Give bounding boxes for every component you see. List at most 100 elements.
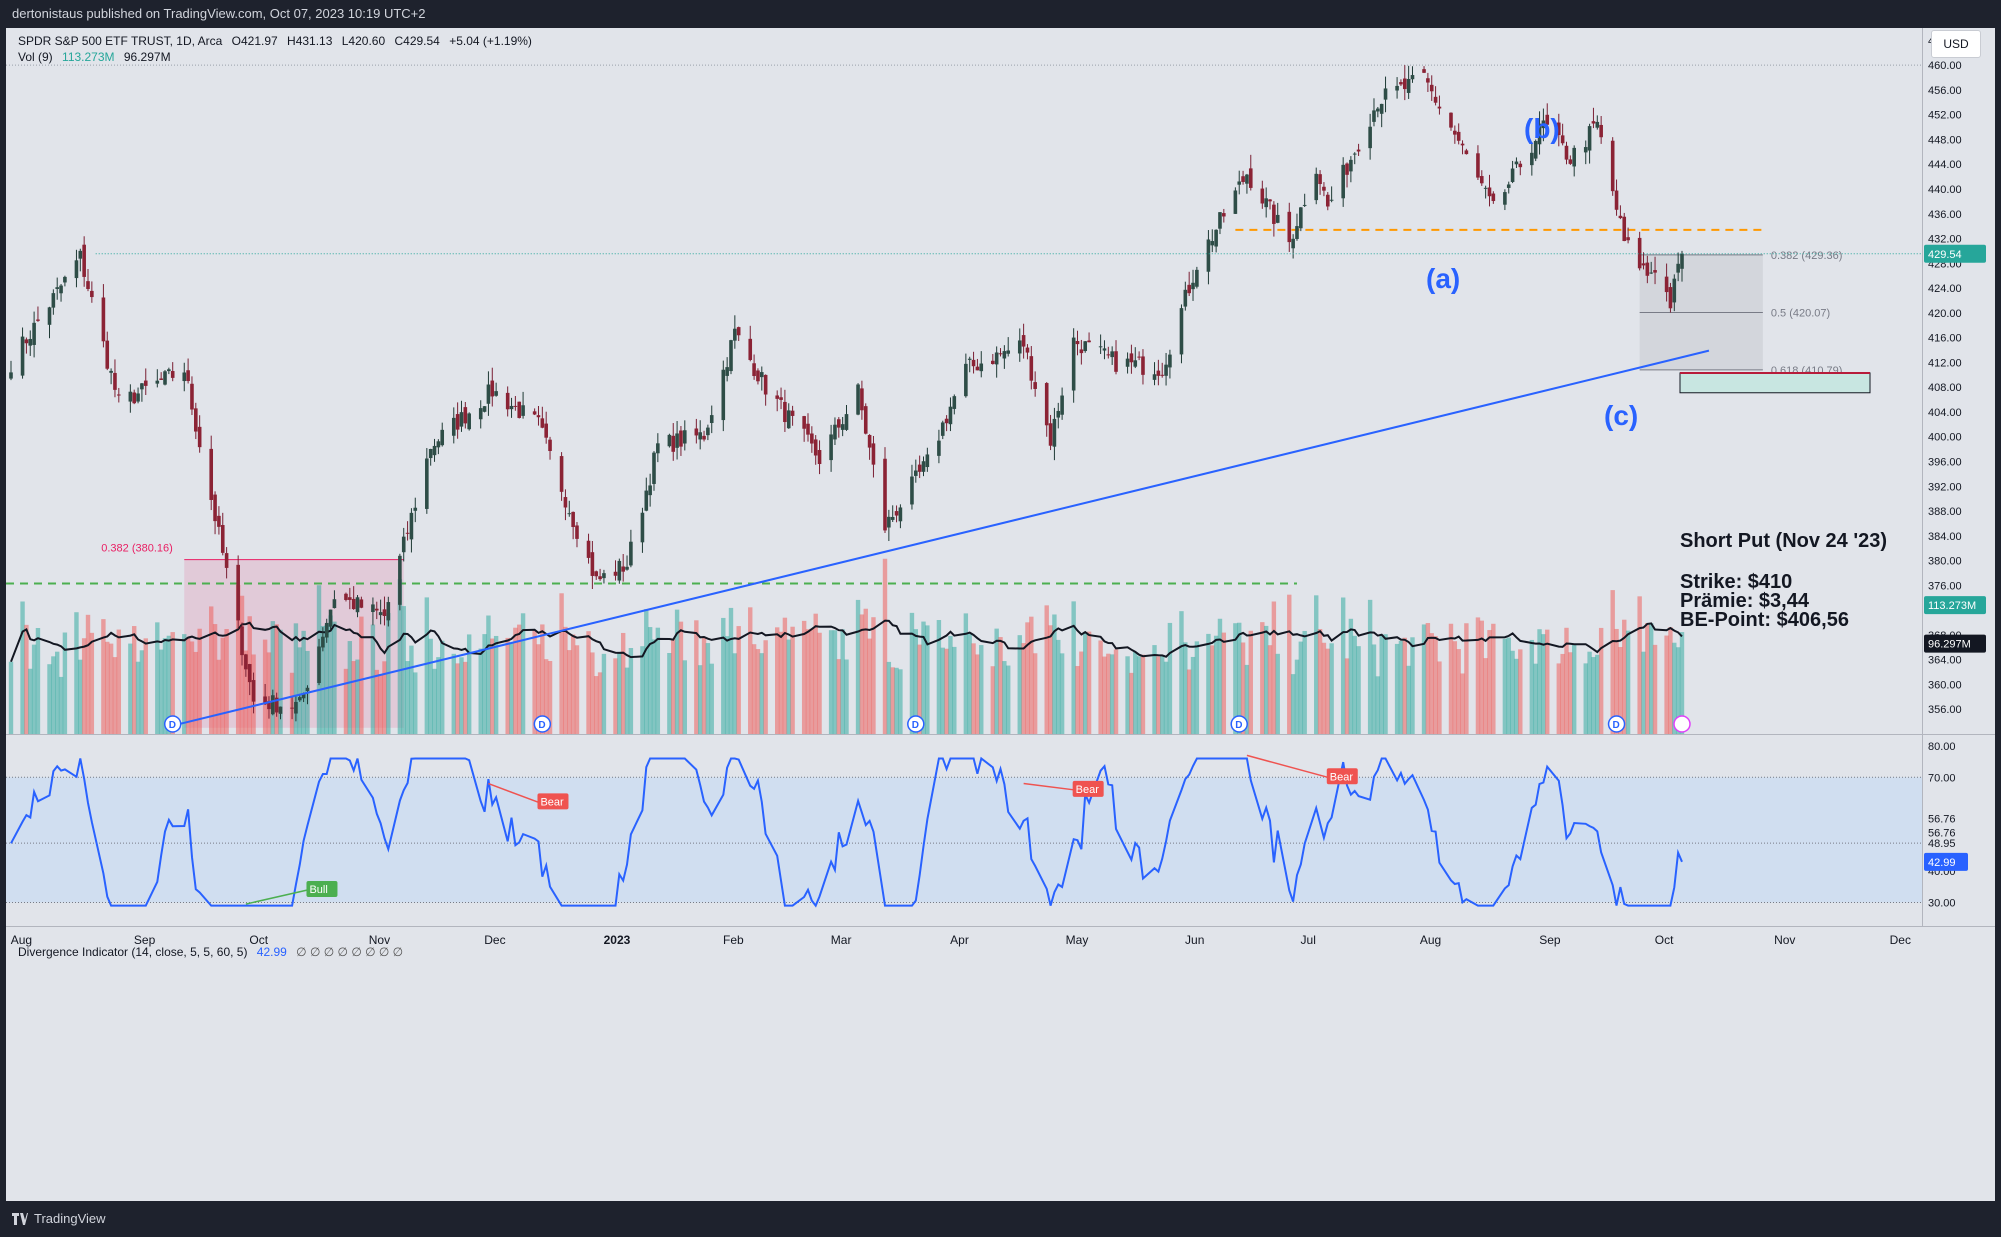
price-candle: [1672, 274, 1677, 312]
candle-body: [1530, 152, 1534, 166]
price-candle: [937, 429, 941, 464]
chart-frame[interactable]: 464.00460.00456.00452.00448.00444.00440.…: [6, 28, 1995, 1201]
volume-bar: [697, 665, 703, 734]
candle-body: [1222, 213, 1226, 217]
candle-body: [652, 452, 656, 484]
volume-bar: [1152, 645, 1157, 734]
volume-bar: [8, 661, 14, 734]
price-candle: [756, 368, 760, 385]
volume-bar: [1356, 646, 1361, 734]
candle-body: [55, 287, 60, 289]
candle-body: [1410, 75, 1415, 80]
price-candle: [817, 440, 822, 475]
candle-body: [964, 363, 968, 397]
price-candle: [294, 695, 298, 722]
volume-bar: [871, 617, 876, 734]
candle-body: [425, 458, 429, 509]
candle-body: [263, 696, 267, 705]
price-candle: [240, 622, 244, 666]
candle-body: [629, 541, 633, 566]
event-marker-icon[interactable]: [533, 715, 552, 733]
indicator-tick-label: 80.00: [1928, 741, 1956, 753]
candle-body: [829, 434, 833, 461]
candle-body: [24, 339, 29, 344]
candle-body: [170, 371, 175, 378]
candle-body: [887, 516, 891, 528]
event-marker-icon[interactable]: [1230, 715, 1248, 733]
candle-body: [267, 701, 271, 710]
tradingview-logo[interactable]: TradingView: [12, 1211, 106, 1226]
candle-body: [1195, 269, 1199, 287]
price-candle: [1641, 252, 1646, 270]
price-candle: [140, 383, 144, 402]
volume-ma-value: 96.297M: [123, 50, 171, 64]
volume-bar: [1125, 656, 1130, 734]
price-candle: [813, 435, 818, 465]
time-axis-label: Nov: [1774, 933, 1795, 947]
candle-body: [1206, 239, 1211, 272]
candle-body: [948, 406, 953, 425]
price-tick-label: 444.00: [1928, 159, 1962, 171]
volume-bar: [1340, 597, 1346, 734]
price-candle: [540, 406, 545, 429]
indicator-icons[interactable]: ∅ ∅ ∅ ∅ ∅ ∅ ∅ ∅: [296, 945, 404, 959]
earnings-bolt-icon[interactable]: [1673, 715, 1691, 733]
candle-body: [1044, 383, 1049, 426]
volume-bar: [1244, 664, 1250, 734]
volume-bar: [586, 631, 591, 734]
price-tick-label: 364.00: [1928, 655, 1962, 667]
volume-ma-tag: [1924, 634, 1986, 653]
candle-body: [197, 426, 202, 448]
price-candle: [1341, 157, 1345, 207]
candle-body: [1518, 163, 1523, 168]
volume-bar: [320, 625, 326, 734]
candle-body: [1029, 356, 1034, 381]
volume-bar: [1314, 595, 1319, 734]
candle-body: [721, 369, 726, 421]
price-candle: [1564, 141, 1569, 165]
price-tick-label: 380.00: [1928, 556, 1962, 568]
price-candle: [991, 353, 995, 365]
event-marker-icon[interactable]: [907, 715, 925, 733]
volume-bar: [624, 667, 630, 734]
price-candle: [952, 394, 957, 415]
event-marker-icon[interactable]: [163, 715, 182, 733]
currency-button[interactable]: USD: [1931, 30, 1981, 58]
price-candle: [894, 505, 899, 523]
candle-body: [213, 494, 217, 522]
price-candle: [1479, 170, 1484, 186]
price-candle: [51, 289, 56, 315]
price-candle: [290, 696, 294, 720]
candle-body: [332, 599, 337, 609]
price-chart[interactable]: 464.00460.00456.00452.00448.00444.00440.…: [6, 28, 1995, 1201]
volume-bar: [1664, 635, 1669, 734]
price-candle: [305, 685, 310, 705]
time-axis-label: Jun: [1185, 933, 1204, 947]
candle-body: [1399, 82, 1403, 85]
volume-bar: [243, 650, 249, 734]
candle-body: [709, 415, 714, 424]
volume-bar: [1483, 658, 1488, 734]
price-candle: [101, 284, 106, 348]
ascending-trendline[interactable]: [168, 349, 1710, 728]
volume-bar: [1560, 653, 1565, 734]
candle-body: [656, 443, 660, 454]
price-candle: [1618, 205, 1623, 220]
time-axis-separator: [6, 926, 1995, 927]
price-candle: [1568, 155, 1573, 165]
price-candle: [644, 477, 649, 512]
volume-bar: [428, 638, 433, 734]
candle-body: [1564, 145, 1569, 160]
event-marker-icon[interactable]: [1607, 715, 1626, 733]
candle-body: [494, 391, 498, 396]
candle-body: [860, 388, 864, 411]
volume-bar: [1294, 659, 1300, 734]
price-candle: [482, 406, 487, 413]
volume-bar: [894, 667, 899, 734]
candle-body: [517, 401, 522, 418]
volume-bar: [736, 626, 741, 734]
volume-bar: [509, 642, 514, 734]
volume-bar: [413, 672, 418, 734]
candle-body: [1487, 187, 1492, 197]
volume-bar: [1421, 624, 1427, 734]
